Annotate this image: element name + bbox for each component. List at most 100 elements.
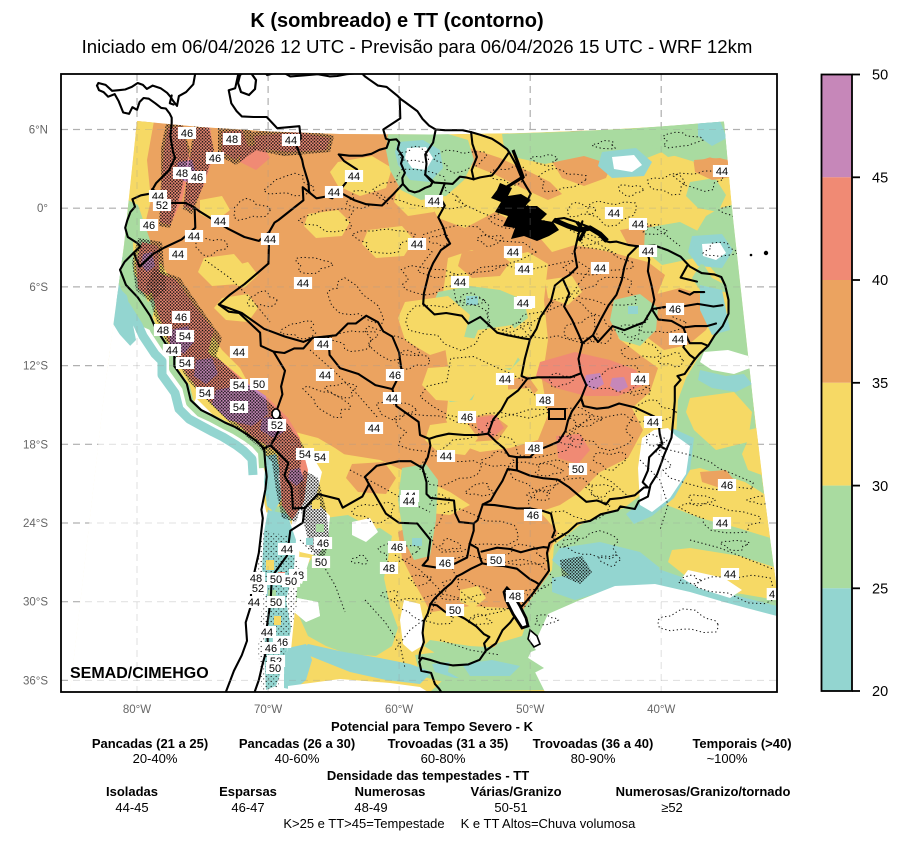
svg-text:Isoladas: Isoladas (106, 784, 158, 799)
svg-text:50: 50 (315, 557, 327, 569)
svg-text:0°: 0° (37, 203, 48, 215)
svg-text:35: 35 (872, 376, 888, 392)
svg-text:44: 44 (317, 339, 329, 351)
svg-text:80°W: 80°W (123, 704, 151, 716)
svg-text:44: 44 (672, 334, 684, 346)
svg-text:Pancadas (21 a 25): Pancadas (21 a 25) (92, 736, 208, 751)
svg-text:6°N: 6°N (29, 125, 48, 137)
svg-text:44: 44 (608, 208, 620, 220)
svg-text:48-49: 48-49 (354, 800, 387, 815)
svg-text:50°W: 50°W (516, 704, 544, 716)
svg-text:44: 44 (166, 345, 178, 357)
svg-text:44: 44 (233, 347, 245, 359)
svg-text:44: 44 (188, 231, 200, 243)
svg-text:44: 44 (281, 544, 293, 556)
svg-text:20-40%: 20-40% (133, 751, 178, 766)
svg-text:46: 46 (181, 128, 193, 140)
svg-text:K>25 e TT>45=Tempestade: K>25 e TT>45=Tempestade (283, 816, 444, 831)
svg-text:46: 46 (191, 172, 203, 184)
svg-text:44: 44 (248, 597, 260, 609)
svg-text:6°S: 6°S (29, 282, 48, 294)
svg-text:46: 46 (527, 510, 539, 522)
svg-text:44: 44 (411, 239, 423, 251)
svg-text:46: 46 (143, 220, 155, 232)
svg-text:44: 44 (647, 417, 659, 429)
svg-text:44: 44 (517, 298, 529, 310)
svg-text:44: 44 (285, 135, 297, 147)
svg-text:54: 54 (299, 449, 311, 461)
svg-text:30: 30 (872, 479, 888, 495)
svg-text:44: 44 (328, 187, 340, 199)
svg-text:44: 44 (499, 374, 511, 386)
svg-text:52: 52 (252, 583, 264, 595)
svg-text:44: 44 (319, 370, 331, 382)
svg-text:48: 48 (528, 443, 540, 455)
svg-text:46: 46 (209, 153, 221, 165)
svg-text:Potencial para Tempo Severo -: Potencial para Tempo Severo - K (331, 719, 534, 734)
svg-text:50: 50 (872, 68, 888, 84)
svg-text:46: 46 (391, 542, 403, 554)
svg-text:48: 48 (226, 134, 238, 146)
svg-text:40-60%: 40-60% (275, 751, 320, 766)
svg-text:48: 48 (157, 325, 169, 337)
svg-text:50: 50 (449, 605, 461, 617)
svg-text:44: 44 (428, 196, 440, 208)
svg-text:25: 25 (872, 582, 888, 598)
svg-text:44: 44 (214, 216, 226, 228)
svg-text:50: 50 (285, 576, 297, 588)
svg-text:Temporais (>40): Temporais (>40) (692, 736, 791, 751)
svg-text:52: 52 (156, 200, 168, 212)
svg-text:SEMAD/CIMEHGO: SEMAD/CIMEHGO (70, 665, 209, 682)
svg-text:44: 44 (634, 374, 646, 386)
svg-text:≥52: ≥52 (661, 800, 683, 815)
svg-text:44: 44 (594, 263, 606, 275)
svg-text:80-90%: 80-90% (571, 751, 616, 766)
svg-text:48: 48 (539, 395, 551, 407)
svg-text:46: 46 (389, 370, 401, 382)
svg-text:54: 54 (179, 331, 191, 343)
svg-text:4: 4 (769, 589, 775, 601)
svg-text:50: 50 (572, 464, 584, 476)
svg-text:50: 50 (270, 597, 282, 609)
svg-text:46: 46 (175, 312, 187, 324)
svg-text:60°W: 60°W (385, 704, 413, 716)
svg-text:48: 48 (509, 591, 521, 603)
svg-text:54: 54 (314, 452, 326, 464)
svg-text:44: 44 (348, 171, 360, 183)
svg-text:46: 46 (669, 304, 681, 316)
svg-text:70°W: 70°W (254, 704, 282, 716)
svg-text:44: 44 (518, 264, 530, 276)
svg-text:50: 50 (253, 379, 265, 391)
svg-text:Trovoadas (31 a 35): Trovoadas (31 a 35) (388, 736, 509, 751)
svg-text:Pancadas (26 a 30): Pancadas (26 a 30) (239, 736, 355, 751)
svg-text:60-80%: 60-80% (421, 751, 466, 766)
svg-text:40°W: 40°W (647, 704, 675, 716)
svg-text:44: 44 (716, 518, 728, 530)
svg-text:Numerosas/Granizo/tornado: Numerosas/Granizo/tornado (616, 784, 791, 799)
svg-text:54: 54 (233, 380, 245, 392)
svg-text:50: 50 (269, 663, 281, 675)
svg-text:Esparsas: Esparsas (219, 784, 277, 799)
svg-text:46: 46 (265, 643, 277, 655)
svg-text:48: 48 (176, 168, 188, 180)
svg-text:Várias/Granizo: Várias/Granizo (470, 784, 561, 799)
svg-text:Densidade das tempestades - TT: Densidade das tempestades - TT (327, 768, 529, 783)
svg-text:44: 44 (403, 496, 415, 508)
svg-text:46: 46 (317, 538, 329, 550)
svg-text:18°S: 18°S (23, 439, 48, 451)
svg-text:50: 50 (490, 555, 502, 567)
svg-text:54: 54 (199, 388, 211, 400)
svg-text:44: 44 (440, 451, 452, 463)
svg-text:44: 44 (724, 569, 736, 581)
svg-text:Numerosas: Numerosas (355, 784, 426, 799)
svg-text:36°S: 36°S (23, 675, 48, 687)
svg-text:54: 54 (179, 358, 191, 370)
svg-text:44: 44 (632, 219, 644, 231)
svg-text:Trovoadas (36 a 40): Trovoadas (36 a 40) (533, 736, 654, 751)
svg-text:Iniciado em 06/04/2026 12 UTC: Iniciado em 06/04/2026 12 UTC - Previsão… (82, 36, 753, 57)
svg-text:46: 46 (721, 480, 733, 492)
svg-text:40: 40 (872, 273, 888, 289)
svg-text:44: 44 (172, 249, 184, 261)
svg-text:44: 44 (261, 627, 273, 639)
svg-text:K (sombreado) e TT (contorno): K (sombreado) e TT (contorno) (250, 10, 543, 32)
